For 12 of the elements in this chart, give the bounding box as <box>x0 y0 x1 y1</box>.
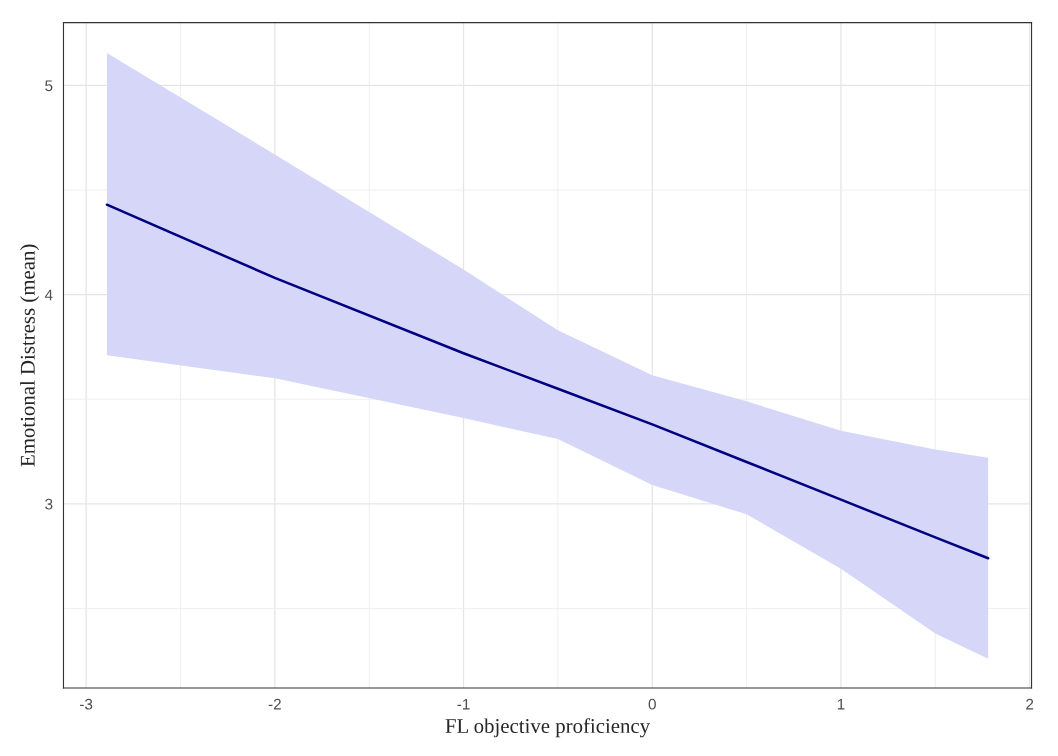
y-tick-label: 3 <box>45 498 53 510</box>
x-tick-label: -1 <box>457 698 470 710</box>
y-tick-label: 4 <box>44 289 53 301</box>
line-series <box>105 203 990 560</box>
y-tick-label: 5 <box>45 80 53 92</box>
x-tick-label: -2 <box>268 698 281 710</box>
x-tick-label: 2 <box>1026 698 1034 710</box>
x-tick-label: 1 <box>837 698 845 710</box>
x-tick-label: -3 <box>80 698 93 710</box>
y-axis-title: Emotional Distress (mean) <box>20 244 40 467</box>
x-axis-title: FL objective proficiency <box>445 718 651 738</box>
x-tick-label: 0 <box>648 698 656 710</box>
